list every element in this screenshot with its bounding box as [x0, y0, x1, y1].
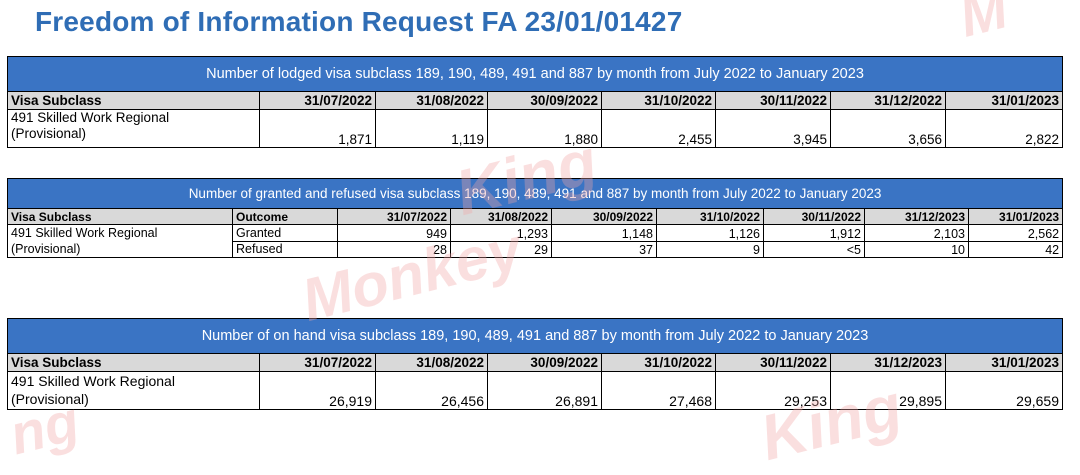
row-label-line: (Provisional) [11, 126, 87, 141]
refused-cell: 29 [450, 240, 552, 258]
date-header: 31/10/2022 [656, 208, 764, 225]
on-hand-table: Number of on hand visa subclass 189, 190… [7, 318, 1063, 410]
value-cell: 3,945 [715, 109, 831, 148]
value-cell: 2,455 [601, 109, 716, 148]
granted-cell: 1,126 [656, 224, 764, 242]
row-label-line: (Provisional) [11, 391, 89, 407]
date-header: 31/07/2022 [259, 353, 376, 372]
visa-subclass-header: Visa Subclass [7, 208, 233, 225]
value-cell: 29,253 [715, 371, 831, 410]
outcome-refused: Refused [232, 240, 338, 258]
date-header: 31/01/2023 [945, 353, 1063, 372]
date-header: 30/09/2022 [551, 208, 657, 225]
date-header: 31/01/2023 [967, 208, 1064, 225]
visa-subclass-header: Visa Subclass [7, 353, 260, 372]
date-header: 31/10/2022 [601, 91, 716, 110]
value-cell: 26,919 [259, 371, 376, 410]
refused-cell: 28 [337, 240, 451, 258]
page-title: Freedom of Information Request FA 23/01/… [35, 6, 683, 37]
value-cell: 3,656 [830, 109, 946, 148]
date-header: 31/12/2023 [830, 353, 946, 372]
row-label-line: 491 Skilled Work Regional [11, 226, 158, 240]
row-label: 491 Skilled Work Regional (Provisional) [7, 224, 233, 258]
refused-cell: 42 [967, 240, 1064, 258]
granted-refused-table: Number of granted and refused visa subcl… [6, 178, 1064, 258]
date-header: 31/08/2022 [450, 208, 552, 225]
row-label: 491 Skilled Work Regional (Provisional) [7, 371, 260, 410]
outcome-granted: Granted [232, 224, 338, 242]
date-header: 30/11/2022 [715, 91, 831, 110]
value-cell: 2,822 [944, 109, 1064, 148]
date-header: 30/11/2022 [763, 208, 865, 225]
date-header: 31/12/2023 [864, 208, 969, 225]
date-header: 31/07/2022 [259, 91, 376, 110]
granted-cell: 1,148 [551, 224, 657, 242]
date-header: 30/11/2022 [715, 353, 831, 372]
visa-subclass-header: Visa Subclass [7, 91, 260, 110]
value-cell: 27,468 [601, 371, 716, 410]
granted-cell: 949 [337, 224, 451, 242]
on-hand-caption: Number of on hand visa subclass 189, 190… [7, 318, 1063, 354]
lodged-table: Number of lodged visa subclass 189, 190,… [6, 56, 1064, 148]
granted-cell: 1,912 [763, 224, 865, 242]
lodged-caption: Number of lodged visa subclass 189, 190,… [6, 56, 1064, 92]
refused-cell: 10 [864, 240, 969, 258]
row-label: 491 Skilled Work Regional (Provisional) [7, 109, 260, 148]
value-cell: 1,871 [259, 109, 376, 148]
value-cell: 29,659 [945, 371, 1063, 410]
date-header: 30/09/2022 [487, 91, 602, 110]
granted-cell: 1,293 [450, 224, 552, 242]
value-cell: 1,880 [487, 109, 602, 148]
value-cell: 26,456 [375, 371, 488, 410]
row-label-line: 491 Skilled Work Regional [11, 110, 170, 126]
refused-cell: 9 [656, 240, 764, 258]
row-label-line: (Provisional) [11, 242, 81, 256]
date-header: 31/08/2022 [375, 91, 488, 110]
outcome-header: Outcome [232, 208, 338, 225]
date-header: 31/07/2022 [337, 208, 451, 225]
date-header: 31/12/2022 [830, 91, 946, 110]
granted-cell: 2,103 [864, 224, 969, 242]
value-cell: 26,891 [487, 371, 602, 410]
granted-refused-caption: Number of granted and refused visa subcl… [6, 178, 1064, 209]
date-header: 31/10/2022 [601, 353, 716, 372]
row-label-line: 491 Skilled Work Regional [11, 373, 175, 389]
watermark: M [953, 0, 1014, 49]
granted-cell: 2,562 [967, 224, 1064, 242]
value-cell: 29,895 [830, 371, 946, 410]
date-header: 31/08/2022 [375, 353, 488, 372]
value-cell: 1,119 [375, 109, 488, 148]
date-header: 30/09/2022 [487, 353, 602, 372]
refused-cell: 37 [551, 240, 657, 258]
date-header: 31/01/2023 [944, 91, 1064, 110]
refused-cell: <5 [763, 240, 865, 258]
